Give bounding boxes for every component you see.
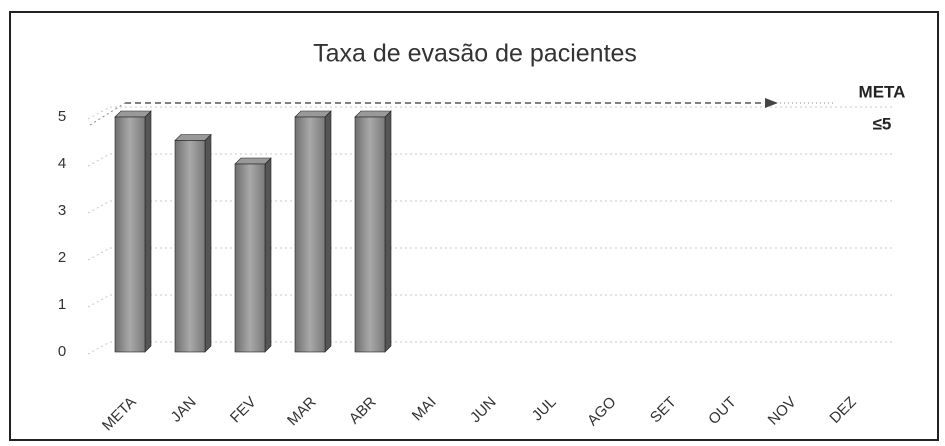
grid-line bbox=[87, 341, 111, 355]
y-tick-label: 3 bbox=[58, 202, 66, 219]
y-tick-label: 4 bbox=[58, 155, 66, 172]
bar-top bbox=[294, 110, 332, 118]
y-tick-label: 2 bbox=[58, 249, 66, 266]
y-tick-label: 1 bbox=[58, 296, 66, 313]
bar bbox=[174, 140, 206, 353]
bar bbox=[114, 116, 146, 353]
target-arrow bbox=[765, 98, 778, 108]
chart-frame bbox=[9, 11, 939, 441]
bar-top bbox=[174, 134, 212, 141]
bar-top bbox=[114, 110, 152, 118]
bar-side bbox=[324, 110, 332, 353]
bar-top bbox=[234, 157, 272, 165]
y-tick-label: 5 bbox=[58, 108, 66, 125]
target-line-edge bbox=[89, 102, 126, 126]
bar bbox=[234, 163, 266, 353]
bar bbox=[294, 116, 326, 353]
y-tick-label: 0 bbox=[58, 343, 66, 360]
bar-side bbox=[384, 110, 392, 353]
bar-side bbox=[264, 157, 272, 353]
bar-top bbox=[354, 110, 392, 118]
annotation: ≤5 bbox=[873, 114, 892, 133]
grid-line bbox=[87, 294, 111, 308]
chart-title: Taxa de evasão de pacientes bbox=[313, 40, 637, 68]
grid-line bbox=[87, 106, 111, 120]
grid-line bbox=[87, 247, 111, 261]
bar-side bbox=[204, 133, 212, 353]
bar-side bbox=[144, 110, 152, 353]
bar bbox=[354, 116, 386, 353]
grid-line bbox=[87, 153, 111, 167]
annotation: META bbox=[859, 82, 906, 101]
grid-line bbox=[87, 200, 111, 214]
